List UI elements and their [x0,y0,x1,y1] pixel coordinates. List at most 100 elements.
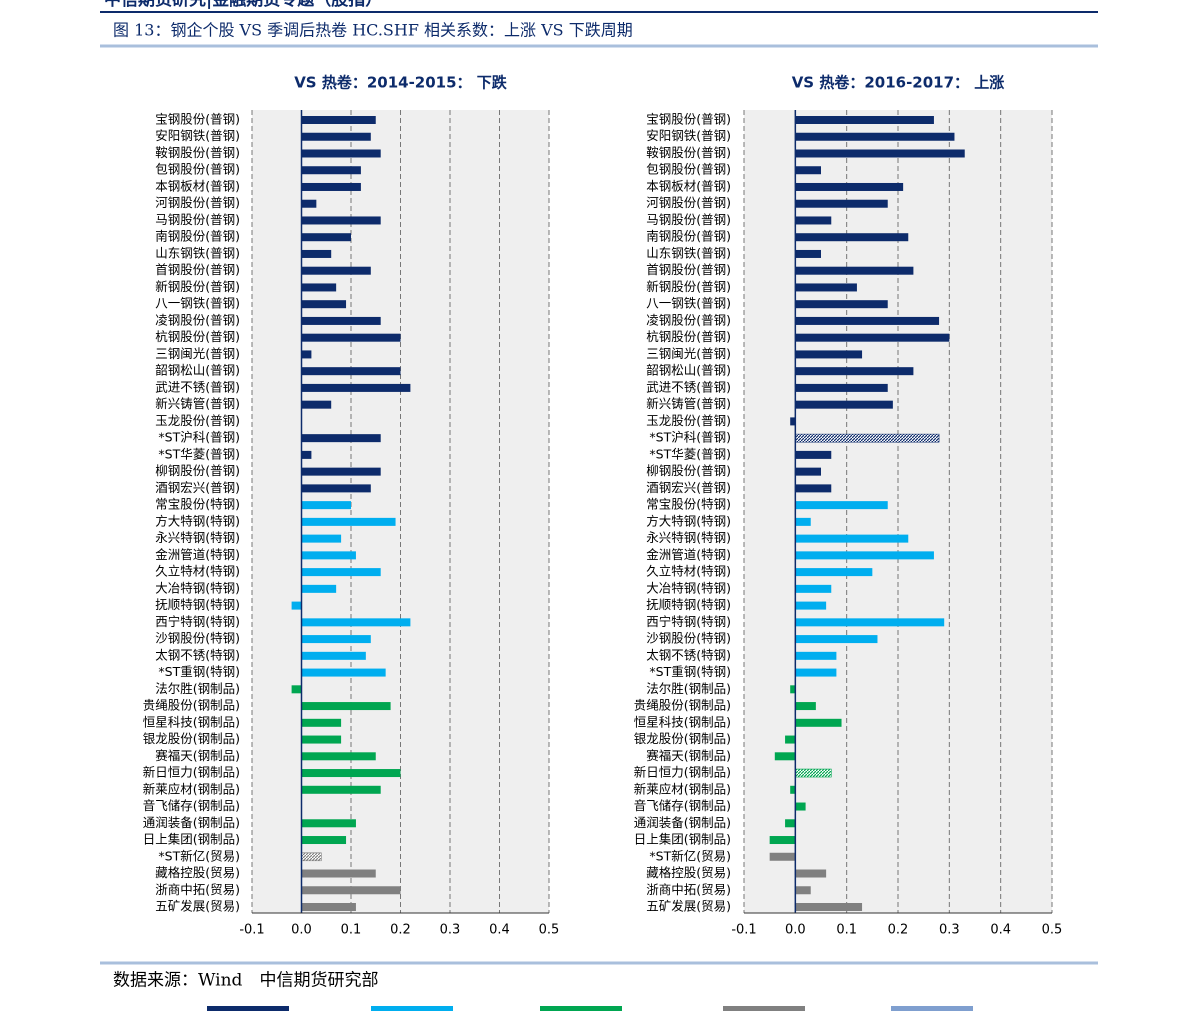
bar [795,718,842,727]
bar [795,601,827,610]
y-tick-label: 杭钢股份(普钢) [155,329,240,344]
chart-title: VS 热卷：2016-2017： 上涨 [792,74,1005,92]
bar [301,735,342,744]
y-tick-label: 山东钢铁(普钢) [646,245,731,260]
bar [301,501,351,510]
x-tick-label: 0.1 [341,923,362,938]
bar [785,735,796,744]
bar [301,383,411,392]
y-tick-label: 安阳钢铁(普钢) [155,128,240,143]
bar [301,869,376,878]
y-tick-label: 南钢股份(普钢) [646,229,731,244]
y-tick-label: 浙商中拓(贸易) [646,882,731,897]
x-tick-label: 0.1 [836,923,857,938]
bar [795,568,873,577]
y-tick-label: 本钢板材(普钢) [155,178,240,193]
bar [790,685,796,694]
y-tick-label: 日上集团(钢制品) [634,832,731,847]
y-tick-label: 玉龙股份(普钢) [646,413,731,428]
bar [769,852,796,861]
y-tick-label: *ST重钢(特钢) [158,664,240,679]
bar [301,668,386,677]
x-tick-label: -0.1 [731,923,756,938]
y-tick-label: 三钢闽光(普钢) [646,346,731,361]
y-tick-label: 音飞储存(钢制品) [143,798,240,813]
bar [301,836,347,845]
y-tick-label: 南钢股份(普钢) [155,229,240,244]
bar [790,785,796,794]
y-tick-label: 浙商中拓(贸易) [155,882,240,897]
y-tick-label: 武进不锈(普钢) [646,379,731,394]
y-tick-label: 新莱应材(钢制品) [143,781,240,796]
bar [301,132,371,141]
y-tick-label: 安阳钢铁(普钢) [646,128,731,143]
bar [785,819,796,828]
bar [795,802,806,811]
bar [795,450,832,459]
bar [795,249,821,258]
bar [301,819,356,828]
y-tick-label: 山东钢铁(普钢) [155,245,240,260]
y-tick-label: 赛福天(钢制品) [155,748,240,763]
bar [301,116,376,124]
source: 数据来源：Wind 中信期货研究部 [113,971,378,991]
bar [795,886,811,895]
y-tick-label: 宝钢股份(普钢) [646,112,731,127]
x-tick-label: 0.0 [291,923,312,938]
x-tick-label: 0.2 [390,923,411,938]
y-tick-label: 新日恒力(钢制品) [634,765,731,780]
bar [795,350,863,359]
y-tick-label: 通润装备(钢制品) [634,815,731,830]
y-tick-label: *ST华菱(普钢) [649,446,731,461]
y-tick-label: 通润装备(钢制品) [143,815,240,830]
y-tick-label: *ST新亿(贸易) [649,848,731,863]
y-tick-label: 藏格控股(贸易) [646,865,731,880]
bar [795,316,940,325]
y-tick-label: 久立特材(特钢) [646,564,731,579]
bar [795,132,955,141]
x-tick-label: 0.0 [785,923,806,938]
bar [301,551,356,560]
bar [795,869,827,878]
bar [301,266,371,275]
bar [301,718,342,727]
y-tick-label: 方大特钢(特钢) [646,513,731,528]
x-tick-label: 0.3 [939,923,960,938]
y-tick-label: 日上集团(钢制品) [143,832,240,847]
bar [301,584,337,593]
y-tick-label: 八一钢铁(普钢) [646,296,731,311]
bar [301,233,351,242]
bar [301,534,342,543]
y-tick-label: 本钢板材(普钢) [646,178,731,193]
legend-swatch [207,1006,289,1011]
bar [795,283,857,292]
bar [301,852,322,862]
y-tick-label: 马钢股份(普钢) [646,212,731,227]
y-tick-label: 沙钢股份(特钢) [155,631,240,646]
bar [301,350,312,359]
y-tick-label: 大冶特钢(特钢) [646,580,731,595]
y-tick-label: 大冶特钢(特钢) [155,580,240,595]
bar [301,635,371,644]
y-tick-label: 法尔胜(钢制品) [646,681,731,696]
bar [795,584,832,593]
y-tick-label: 西宁特钢(特钢) [155,614,240,629]
bar [301,300,347,309]
y-tick-label: 武进不锈(普钢) [155,379,240,394]
bar [795,166,821,175]
y-tick-label: 太钢不锈(特钢) [646,647,731,662]
y-tick-label: 贵绳股份(钢制品) [634,698,731,713]
y-tick-label: 韶钢松山(普钢) [155,363,240,378]
bar [301,886,401,895]
y-tick-label: 常宝股份(特钢) [646,497,731,512]
bar [795,467,821,476]
y-tick-label: 法尔胜(钢制品) [155,681,240,696]
y-tick-label: 赛福天(钢制品) [646,748,731,763]
bar [301,249,332,258]
y-tick-label: 首钢股份(普钢) [155,262,240,277]
y-tick-label: 金洲管道(特钢) [155,547,240,562]
y-tick-label: 杭钢股份(普钢) [646,329,731,344]
y-tick-label: 首钢股份(普钢) [646,262,731,277]
y-tick-label: 恒星科技(钢制品) [634,714,731,729]
y-tick-label: 恒星科技(钢制品) [143,714,240,729]
